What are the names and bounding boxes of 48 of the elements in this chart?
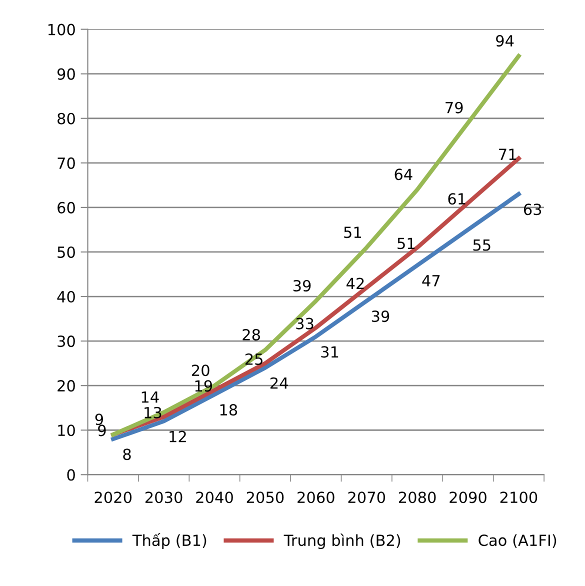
data-label: 9 (98, 424, 106, 436)
y-tick-label: 30 (58, 336, 75, 348)
y-tick-label: 100 (48, 24, 75, 36)
x-tick-label: 2030 (145, 492, 182, 504)
y-tick-label: 10 (58, 424, 75, 436)
data-label: 51 (344, 226, 362, 238)
x-tick-label: 2040 (196, 492, 233, 504)
data-label: 8 (123, 448, 131, 460)
data-label: 24 (270, 377, 288, 389)
data-label: 47 (422, 275, 440, 286)
data-label: 33 (296, 318, 314, 330)
data-label: 61 (448, 193, 466, 205)
x-tick-label: 2060 (298, 492, 334, 504)
data-label: 42 (346, 278, 364, 290)
data-label: 18 (220, 404, 238, 416)
data-label: 9 (95, 414, 103, 426)
y-tick-label: 70 (58, 157, 75, 169)
x-tick-label: 2090 (450, 492, 486, 504)
data-label: 63 (524, 204, 542, 216)
x-tick-label: 2070 (348, 492, 386, 504)
x-tick-label: 2080 (398, 492, 436, 504)
data-label: 14 (142, 392, 159, 403)
y-tick-label: 40 (57, 290, 75, 303)
y-tick-label: 0 (67, 469, 75, 481)
data-label: 94 (496, 35, 514, 47)
data-label: 64 (394, 168, 412, 180)
data-label: 71 (499, 148, 516, 160)
data-label: 12 (170, 430, 186, 442)
data-label: 20 (192, 364, 210, 376)
x-tick-label: 2050 (246, 492, 284, 504)
data-label: 55 (473, 239, 490, 251)
x-tick-label: 2100 (500, 492, 538, 504)
data-label: 39 (293, 280, 311, 292)
y-tick-label: 90 (57, 68, 75, 80)
data-label: 79 (446, 102, 463, 114)
y-tick-label: 60 (58, 202, 75, 214)
data-label: 51 (398, 238, 414, 250)
legend-label: Cao (A1FI) (478, 534, 556, 548)
data-label: 31 (321, 346, 338, 358)
x-tick-label: 2020 (94, 492, 132, 504)
y-tick-label: 20 (58, 380, 75, 392)
legend-label: Thấp (B1) (132, 532, 206, 550)
data-label: 39 (372, 310, 390, 322)
data-label: 19 (195, 380, 212, 392)
y-tick-label: 80 (58, 112, 75, 124)
data-label: 28 (242, 328, 260, 341)
y-tick-label: 50 (58, 246, 75, 258)
legend-label: Trung bình (B2) (284, 534, 400, 550)
